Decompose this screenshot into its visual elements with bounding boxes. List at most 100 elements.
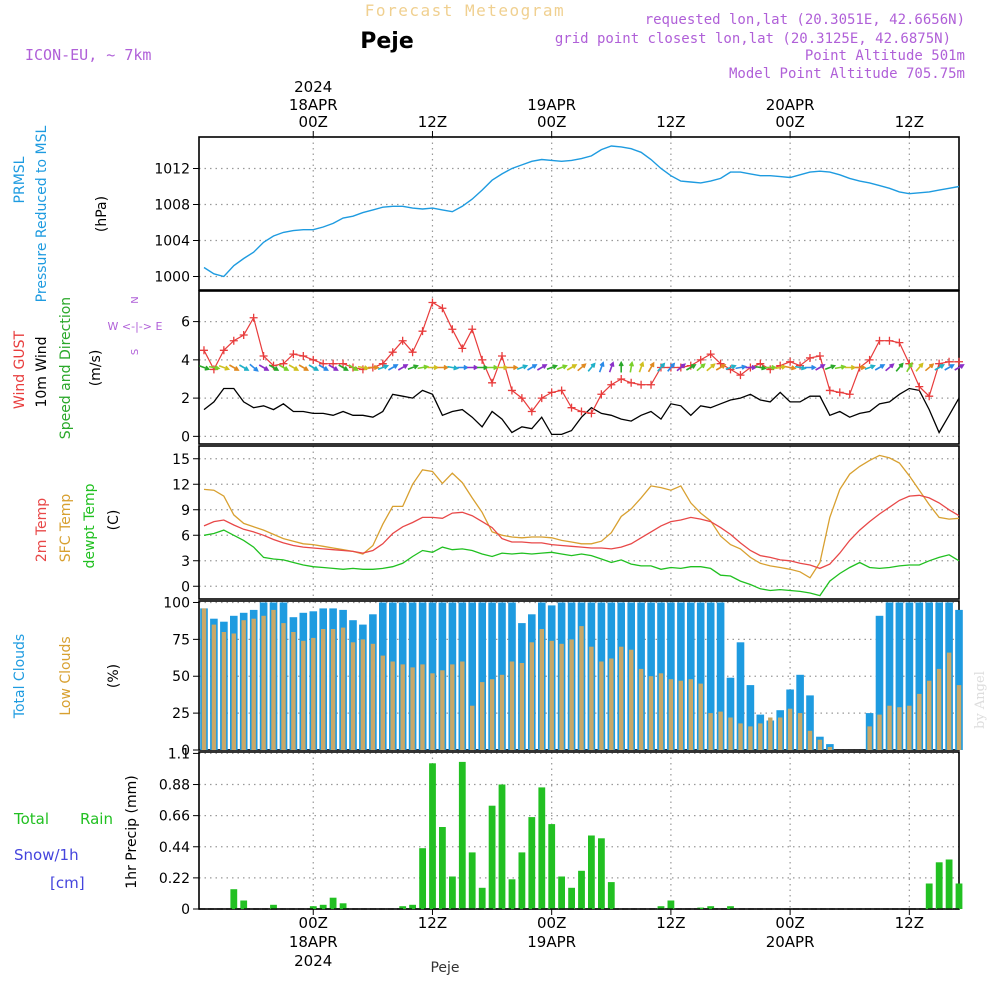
gust-marker (498, 352, 507, 361)
low-cloud-bar (877, 714, 882, 750)
low-cloud-bar (728, 717, 733, 750)
rain-bar (598, 838, 605, 909)
low-cloud-bar (738, 723, 743, 750)
low-cloud-bar (599, 661, 604, 750)
gust-marker (199, 346, 208, 355)
low-cloud-bar (629, 649, 634, 750)
total-label: Total (13, 810, 49, 828)
y-tick-label: 4 (181, 353, 190, 369)
gust-marker (895, 338, 904, 347)
cloud-labels: Total Clouds Low Clouds (%) (12, 634, 122, 719)
y-tick-label: 0.66 (159, 809, 190, 825)
low-cloud-bar (758, 723, 763, 750)
gust-marker (875, 336, 884, 345)
y-tick-label: 2 (181, 391, 190, 407)
total-cloud-bar (667, 602, 675, 750)
pressure-label-1: PRMSL (12, 156, 28, 203)
wind-direction-arrow (676, 363, 686, 372)
wind-direction-arrow (357, 365, 370, 371)
gust-marker (339, 359, 348, 368)
wind-direction-arrow (527, 364, 538, 371)
gust-marker (955, 357, 963, 366)
rain-bar (518, 852, 526, 909)
wind-direction-arrow (864, 364, 876, 370)
pressure-unit: (hPa) (94, 196, 110, 232)
wind-direction-arrow (318, 364, 329, 371)
gust-marker (388, 348, 397, 357)
rain-bar (548, 824, 556, 909)
wind-direction-arrow (587, 362, 596, 372)
bottom-tick-label: 12Z (895, 914, 924, 932)
low-cloud-bar (420, 664, 425, 750)
gust-marker (567, 403, 576, 412)
requested-coords: requested lon,lat (20.3051E, 42.6656N) (645, 12, 965, 28)
gust-marker (647, 380, 656, 389)
wind-direction-arrow (794, 365, 807, 371)
wind-direction-arrow (278, 364, 290, 371)
pressure-labels: PRMSL Pressure Reduced to MSL (hPa) (12, 125, 110, 302)
wind-direction-arrow (477, 364, 489, 371)
wind-direction-arrow (834, 364, 847, 370)
wind-direction-arrow (516, 364, 529, 370)
temp-unit: (C) (106, 510, 122, 531)
rain-bar (419, 848, 426, 909)
gust-marker (706, 350, 715, 359)
bottom-day-label: 18APR (289, 933, 338, 951)
top-tick-label: 00Z (299, 113, 328, 131)
wind-direction-arrow (745, 364, 758, 371)
low-cloud-bar (410, 667, 415, 750)
model-label: ICON-EU, ~ 7km (25, 46, 151, 64)
y-tick-label: 0 (181, 429, 190, 445)
compass-we: W <-|-> E (108, 320, 163, 333)
gust-marker (547, 388, 556, 397)
wind-unit: (m/s) (88, 350, 104, 387)
low-cloud-bar (301, 640, 306, 750)
low-cloud-bar (927, 680, 932, 750)
gust-marker (517, 394, 526, 403)
y-tick-label: 75 (172, 632, 190, 648)
low-cloud-bar (797, 713, 803, 750)
wind-direction-arrow (765, 364, 777, 371)
wind-direction-arrow (628, 360, 635, 373)
bottom-tick-label: 12Z (656, 914, 685, 932)
low-cloud-bar (330, 629, 336, 750)
low-cloud-bar (311, 637, 316, 750)
rain-bar (339, 903, 347, 909)
temp2m-line (203, 494, 960, 570)
low-cloud-bar (261, 615, 266, 750)
wind-direction-arrow (397, 364, 409, 371)
pressure-label-2: Pressure Reduced to MSL (34, 125, 50, 302)
wind-direction-arrow (229, 364, 240, 371)
temp-frame (198, 445, 960, 600)
rain-bar (568, 887, 575, 909)
gust-marker (786, 357, 795, 366)
wind-direction-arrow (924, 363, 935, 372)
total-cloud-bar (746, 685, 755, 750)
wind-speed-line (203, 387, 960, 436)
rain-bar (667, 900, 675, 909)
low-cloud-bar (827, 747, 833, 750)
low-cloud-bar (350, 642, 356, 750)
rain-bar (558, 876, 565, 909)
wind-direction-arrow (388, 364, 399, 371)
wind-direction-arrow (348, 364, 359, 371)
model-altitude: Model Point Altitude 705.75m (729, 66, 965, 82)
low-cloud-bar (589, 646, 594, 750)
total-cloud-bar (925, 602, 933, 750)
wind-panel: 0 2 4 6 (181, 290, 965, 445)
wind-direction-arrow (696, 363, 706, 372)
top-tick-label: 00Z (537, 113, 566, 131)
y-tick-label: 0 (181, 579, 190, 595)
clouds-panel: 0 25 50 75 100 (163, 595, 963, 759)
dewpoint-line (203, 529, 960, 597)
gust-marker (885, 336, 894, 345)
gust-marker (329, 359, 338, 368)
y-tick-label: 12 (172, 477, 190, 493)
rain-bar (478, 887, 486, 909)
wind-direction-arrow (785, 365, 797, 371)
total-cloud-bar (726, 677, 735, 750)
bottom-day-label: 20APR (766, 933, 815, 951)
wind-direction-arrow (824, 364, 837, 370)
low-cloud-bar (430, 673, 435, 750)
